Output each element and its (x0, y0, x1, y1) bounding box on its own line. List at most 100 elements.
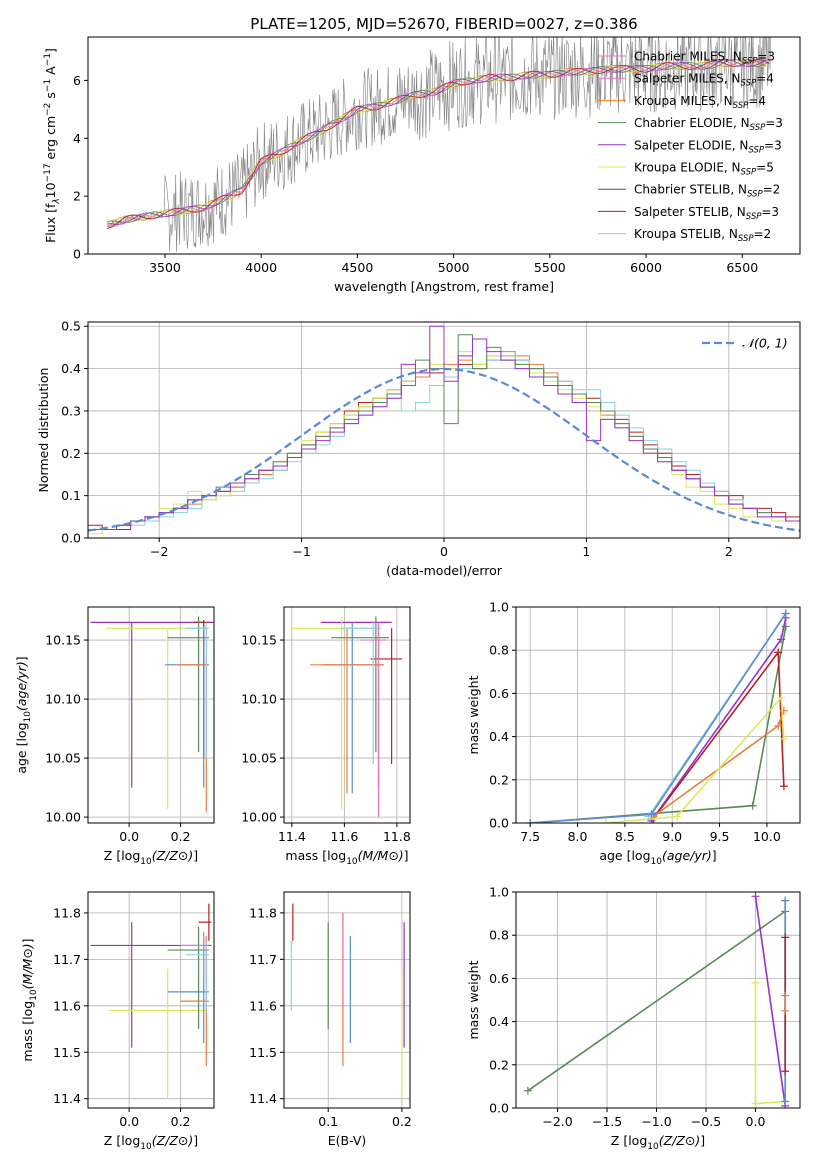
axes-mass-vs-Z (88, 892, 214, 1108)
weight-point-marker (526, 819, 535, 823)
x-tick-label: 0.2 (392, 1114, 412, 1129)
x-tick-label: 0.1 (318, 1114, 338, 1129)
weight-point-marker (774, 648, 783, 657)
plot-frame (283, 606, 411, 824)
y-tick-label: 10.15 (45, 633, 81, 648)
legend-entry: Kroupa ELODIE, NSSP=5 (634, 161, 774, 178)
weight-point-marker (781, 1097, 790, 1106)
y-axis-label: mass [log10(M/M⊙)] (20, 938, 39, 1061)
x-tick-label: 7.5 (520, 829, 540, 844)
weight-point-marker (781, 1006, 790, 1015)
x-tick-label: 8.5 (615, 829, 635, 844)
y-tick-label: 11.7 (53, 952, 81, 967)
y-tick-label: 0.4 (489, 729, 509, 744)
y-tick-label: 11.5 (53, 1045, 81, 1060)
weight-point-marker (751, 978, 760, 987)
y-tick-label: 10.10 (45, 692, 81, 707)
x-tick-label: 1 (582, 544, 590, 559)
model-spectrum-line (106, 59, 770, 224)
y-tick-label: 11.4 (249, 1091, 277, 1106)
x-axis-label: Z [log10(Z/Z⊙)] (104, 1133, 198, 1152)
y-tick-label: 0.8 (489, 928, 509, 943)
weight-point-marker (779, 782, 788, 791)
x-axis-label: (data-model)/error (386, 563, 503, 578)
x-tick-label: −1.5 (592, 1114, 622, 1129)
weight-point-marker (751, 892, 760, 901)
weight-point-marker (781, 896, 790, 905)
legend-entry: Salpeter MILES, NSSP=4 (634, 72, 774, 89)
errorbar-series (291, 616, 403, 818)
x-tick-label: 2 (725, 544, 733, 559)
y-tick-label: 0.0 (489, 816, 509, 831)
plot-frame (87, 36, 801, 255)
y-tick-label: 10.15 (241, 633, 277, 648)
y-tick-label: 0.2 (489, 772, 509, 787)
y-axis-label: Flux [fλ10−17 erg cm−2 s−1 A−1] (43, 48, 62, 243)
x-tick-label: 0.0 (119, 829, 139, 844)
plot-frame (515, 606, 801, 824)
weight-line (530, 626, 787, 823)
y-tick-label: 10.00 (45, 810, 81, 825)
legend-entry: Chabrier ELODIE, NSSP=3 (634, 116, 783, 133)
weight-point-marker (523, 1086, 532, 1095)
errorbar-series (290, 903, 405, 1099)
legend-entry: Salpeter ELODIE, NSSP=3 (634, 138, 782, 155)
x-axis-label: wavelength [Angstrom, rest frame] (334, 279, 554, 294)
y-tick-label: 10.05 (45, 751, 81, 766)
frame-residual-histogram: −2 −1 0 1 2 0.0 0.1 0.2 0.3 0.4 0.5 (61, 319, 801, 559)
weight-point-marker (751, 1099, 760, 1108)
x-tick-label: −2 (150, 544, 168, 559)
figure-title: PLATE=1205, MJD=52670, FIBERID=0027, z=0… (250, 15, 637, 33)
model-spectrum-line (107, 59, 770, 223)
weight-series (526, 609, 790, 823)
weight-point-marker (781, 609, 790, 618)
weight-point-marker (601, 819, 610, 823)
frame-spectrum: 3500 4000 4500 5000 5500 6000 6500 0 2 4 6 (73, 36, 801, 275)
y-tick-label: 0.1 (61, 488, 81, 503)
weight-point-marker (777, 635, 786, 644)
frame-age-vs-Z: 0.0 0.2 10.00 10.05 10.10 10.15 (45, 606, 215, 844)
x-tick-label: 0.0 (746, 1114, 766, 1129)
y-tick-label: 0.0 (489, 1101, 509, 1116)
x-axis-label: mass [log10(M/M⊙)] (285, 848, 408, 867)
x-axis-label: Z [log10(Z/Z⊙)] (611, 1133, 705, 1152)
model-spectrum-line (106, 59, 770, 228)
x-axis-label: E(B-V) (328, 1133, 367, 1148)
weight-line (527, 910, 786, 1092)
y-tick-label: 2 (73, 189, 81, 204)
weight-point-marker (779, 734, 788, 743)
y-tick-label: 10.00 (241, 810, 277, 825)
axes-mass-weight-vs-age (516, 606, 800, 824)
y-tick-label: 0.4 (489, 1014, 509, 1029)
weight-point-marker (781, 1067, 790, 1076)
weight-series (523, 892, 790, 1108)
y-tick-label: 11.4 (53, 1091, 81, 1106)
plot-frame (515, 891, 801, 1109)
y-tick-label: 10.10 (241, 692, 277, 707)
y-tick-label: 11.6 (249, 998, 277, 1013)
weight-point-marker (748, 801, 757, 810)
x-tick-label: 11.4 (278, 829, 306, 844)
y-tick-label: 0.6 (489, 971, 509, 986)
y-axis-label: mass weight (466, 960, 481, 1039)
x-tick-label: 9.5 (710, 829, 730, 844)
x-tick-label: 11.6 (330, 829, 358, 844)
x-tick-label: −1 (292, 544, 310, 559)
y-tick-label: 10.05 (241, 751, 277, 766)
weight-point-marker (781, 933, 790, 942)
histogram-step-line (88, 325, 800, 531)
legend-entry: Salpeter STELIB, NSSP=3 (634, 205, 779, 222)
y-axis-label: mass weight (466, 675, 481, 754)
plot-frame (87, 891, 215, 1109)
y-tick-label: 6 (73, 73, 81, 88)
weight-point-marker (781, 991, 790, 1000)
weight-line (650, 617, 787, 822)
frame-mass-weight-vs-age: 7.5 8.0 8.5 9.0 9.5 10.0 0.0 0.2 0.4 0.6 0.8 1.0 (489, 600, 801, 844)
plot-frame (283, 891, 411, 1109)
y-tick-label: 1.0 (489, 885, 509, 900)
errorbar-series (90, 616, 214, 813)
y-tick-label: 11.8 (53, 905, 81, 920)
y-tick-label: 11.7 (249, 952, 277, 967)
x-tick-label: 0.2 (171, 829, 191, 844)
